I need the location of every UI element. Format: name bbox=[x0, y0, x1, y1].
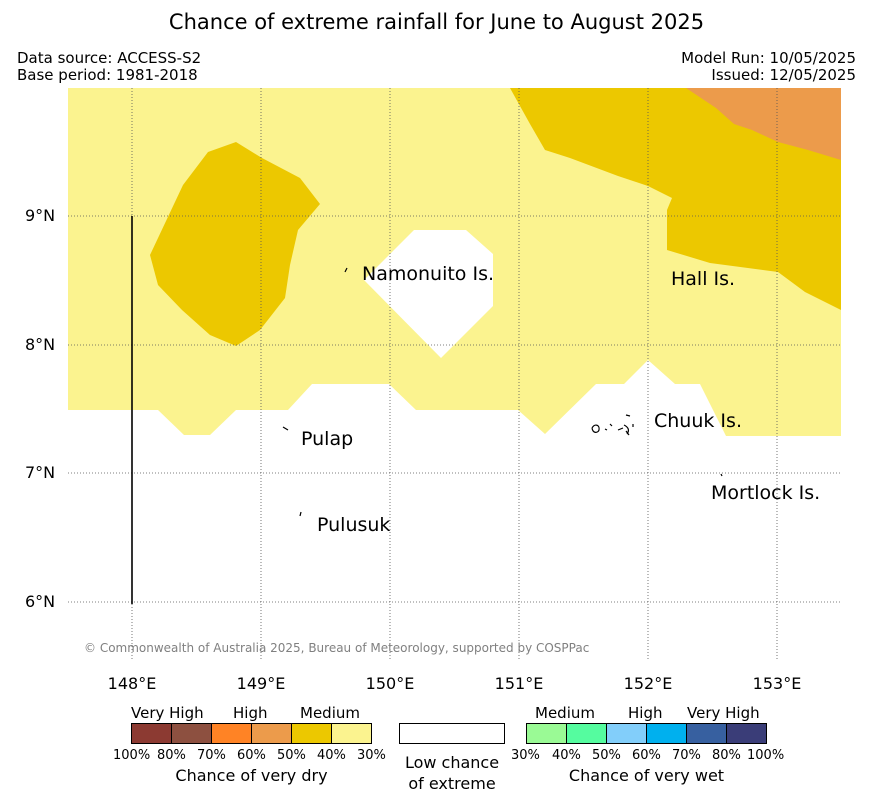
legend-wet-tick-70: 70% bbox=[672, 748, 701, 763]
lon-label-150e: 150°E bbox=[365, 674, 415, 693]
base-period-text: Base period: 1981-2018 bbox=[17, 66, 198, 84]
swatch-wet-4 bbox=[647, 724, 687, 743]
legend-dry-tick-70: 70% bbox=[197, 748, 226, 763]
legend-wet-tick-80: 80% bbox=[712, 748, 741, 763]
swatch-dry-6 bbox=[332, 724, 371, 743]
lat-label-7n: 7°N bbox=[25, 463, 56, 482]
legend-dry-tick-100: 100% bbox=[113, 748, 151, 763]
legend-dry-medium: Medium bbox=[300, 704, 360, 722]
place-hall: Hall Is. bbox=[671, 268, 736, 290]
legend-dry-tick-30: 30% bbox=[357, 748, 386, 763]
swatch-dry-5 bbox=[292, 724, 332, 743]
legend-dry-caption: Chance of very dry bbox=[175, 766, 328, 785]
data-source-text: Data source: ACCESS-S2 bbox=[17, 49, 202, 67]
region-dry-40-50-west bbox=[150, 142, 320, 346]
lat-label-8n: 8°N bbox=[25, 335, 56, 354]
swatch-wet-6 bbox=[727, 724, 766, 743]
place-mortlock: Mortlock Is. bbox=[711, 482, 821, 504]
legend-wet-medium: Medium bbox=[535, 704, 595, 722]
legend-dry-tick-60: 60% bbox=[237, 748, 266, 763]
swatch-dry-4 bbox=[252, 724, 292, 743]
swatch-dry-3 bbox=[212, 724, 252, 743]
swatch-dry-2 bbox=[172, 724, 212, 743]
lat-label-6n: 6°N bbox=[25, 592, 56, 611]
place-namonuito: Namonuito Is. bbox=[362, 263, 495, 285]
legend-wet-tick-40: 40% bbox=[552, 748, 581, 763]
legend-wet-high: High bbox=[628, 704, 663, 722]
legend-dry-colorbar bbox=[131, 723, 372, 744]
model-run-text: Model Run: 10/05/2025 bbox=[681, 49, 856, 67]
region-dry-40-50-east bbox=[510, 88, 841, 310]
legend-dry-very-high: Very High bbox=[131, 704, 204, 722]
swatch-wet-1 bbox=[527, 724, 567, 743]
issued-text: Issued: 12/05/2025 bbox=[711, 66, 856, 84]
lat-label-9n: 9°N bbox=[25, 206, 56, 225]
legend-wet-caption: Chance of very wet bbox=[568, 766, 725, 785]
legend-low-caption-2: of extreme bbox=[408, 774, 496, 793]
swatch-dry-1 bbox=[132, 724, 172, 743]
chart-title: Chance of extreme rainfall for June to A… bbox=[168, 10, 705, 34]
place-pulusuk: Pulusuk bbox=[317, 514, 391, 536]
legend-wet-tick-50: 50% bbox=[592, 748, 621, 763]
swatch-wet-3 bbox=[607, 724, 647, 743]
legend-wet-colorbar bbox=[526, 723, 767, 744]
legend-low-caption-1: Low chance bbox=[404, 753, 500, 772]
swatch-wet-2 bbox=[567, 724, 607, 743]
lon-label-152e: 152°E bbox=[623, 674, 673, 693]
legend-dry-high: High bbox=[233, 704, 268, 722]
place-pulap: Pulap bbox=[301, 428, 354, 450]
lon-label-151e: 151°E bbox=[494, 674, 544, 693]
lon-label-149e: 149°E bbox=[236, 674, 286, 693]
region-dry-50-60 bbox=[686, 88, 841, 160]
legend-wet-very-high: Very High bbox=[687, 704, 760, 722]
legend-low-caption: Low chance of extreme bbox=[390, 752, 514, 794]
copyright-text: © Commonwealth of Australia 2025, Bureau… bbox=[84, 641, 590, 655]
legend-dry-tick-50: 50% bbox=[277, 748, 306, 763]
swatch-wet-5 bbox=[687, 724, 727, 743]
lon-label-148e: 148°E bbox=[107, 674, 157, 693]
region-low-hole bbox=[364, 230, 493, 358]
legend-wet-tick-60: 60% bbox=[632, 748, 661, 763]
legend-low-swatch bbox=[399, 723, 505, 744]
lon-label-153e: 153°E bbox=[752, 674, 802, 693]
legend-dry-tick-40: 40% bbox=[317, 748, 346, 763]
place-chuuk: Chuuk Is. bbox=[654, 410, 742, 432]
legend-wet-tick-100: 100% bbox=[747, 748, 785, 763]
island-marks bbox=[282, 267, 723, 517]
legend-wet-tick-30: 30% bbox=[511, 748, 540, 763]
legend-dry-tick-80: 80% bbox=[157, 748, 186, 763]
